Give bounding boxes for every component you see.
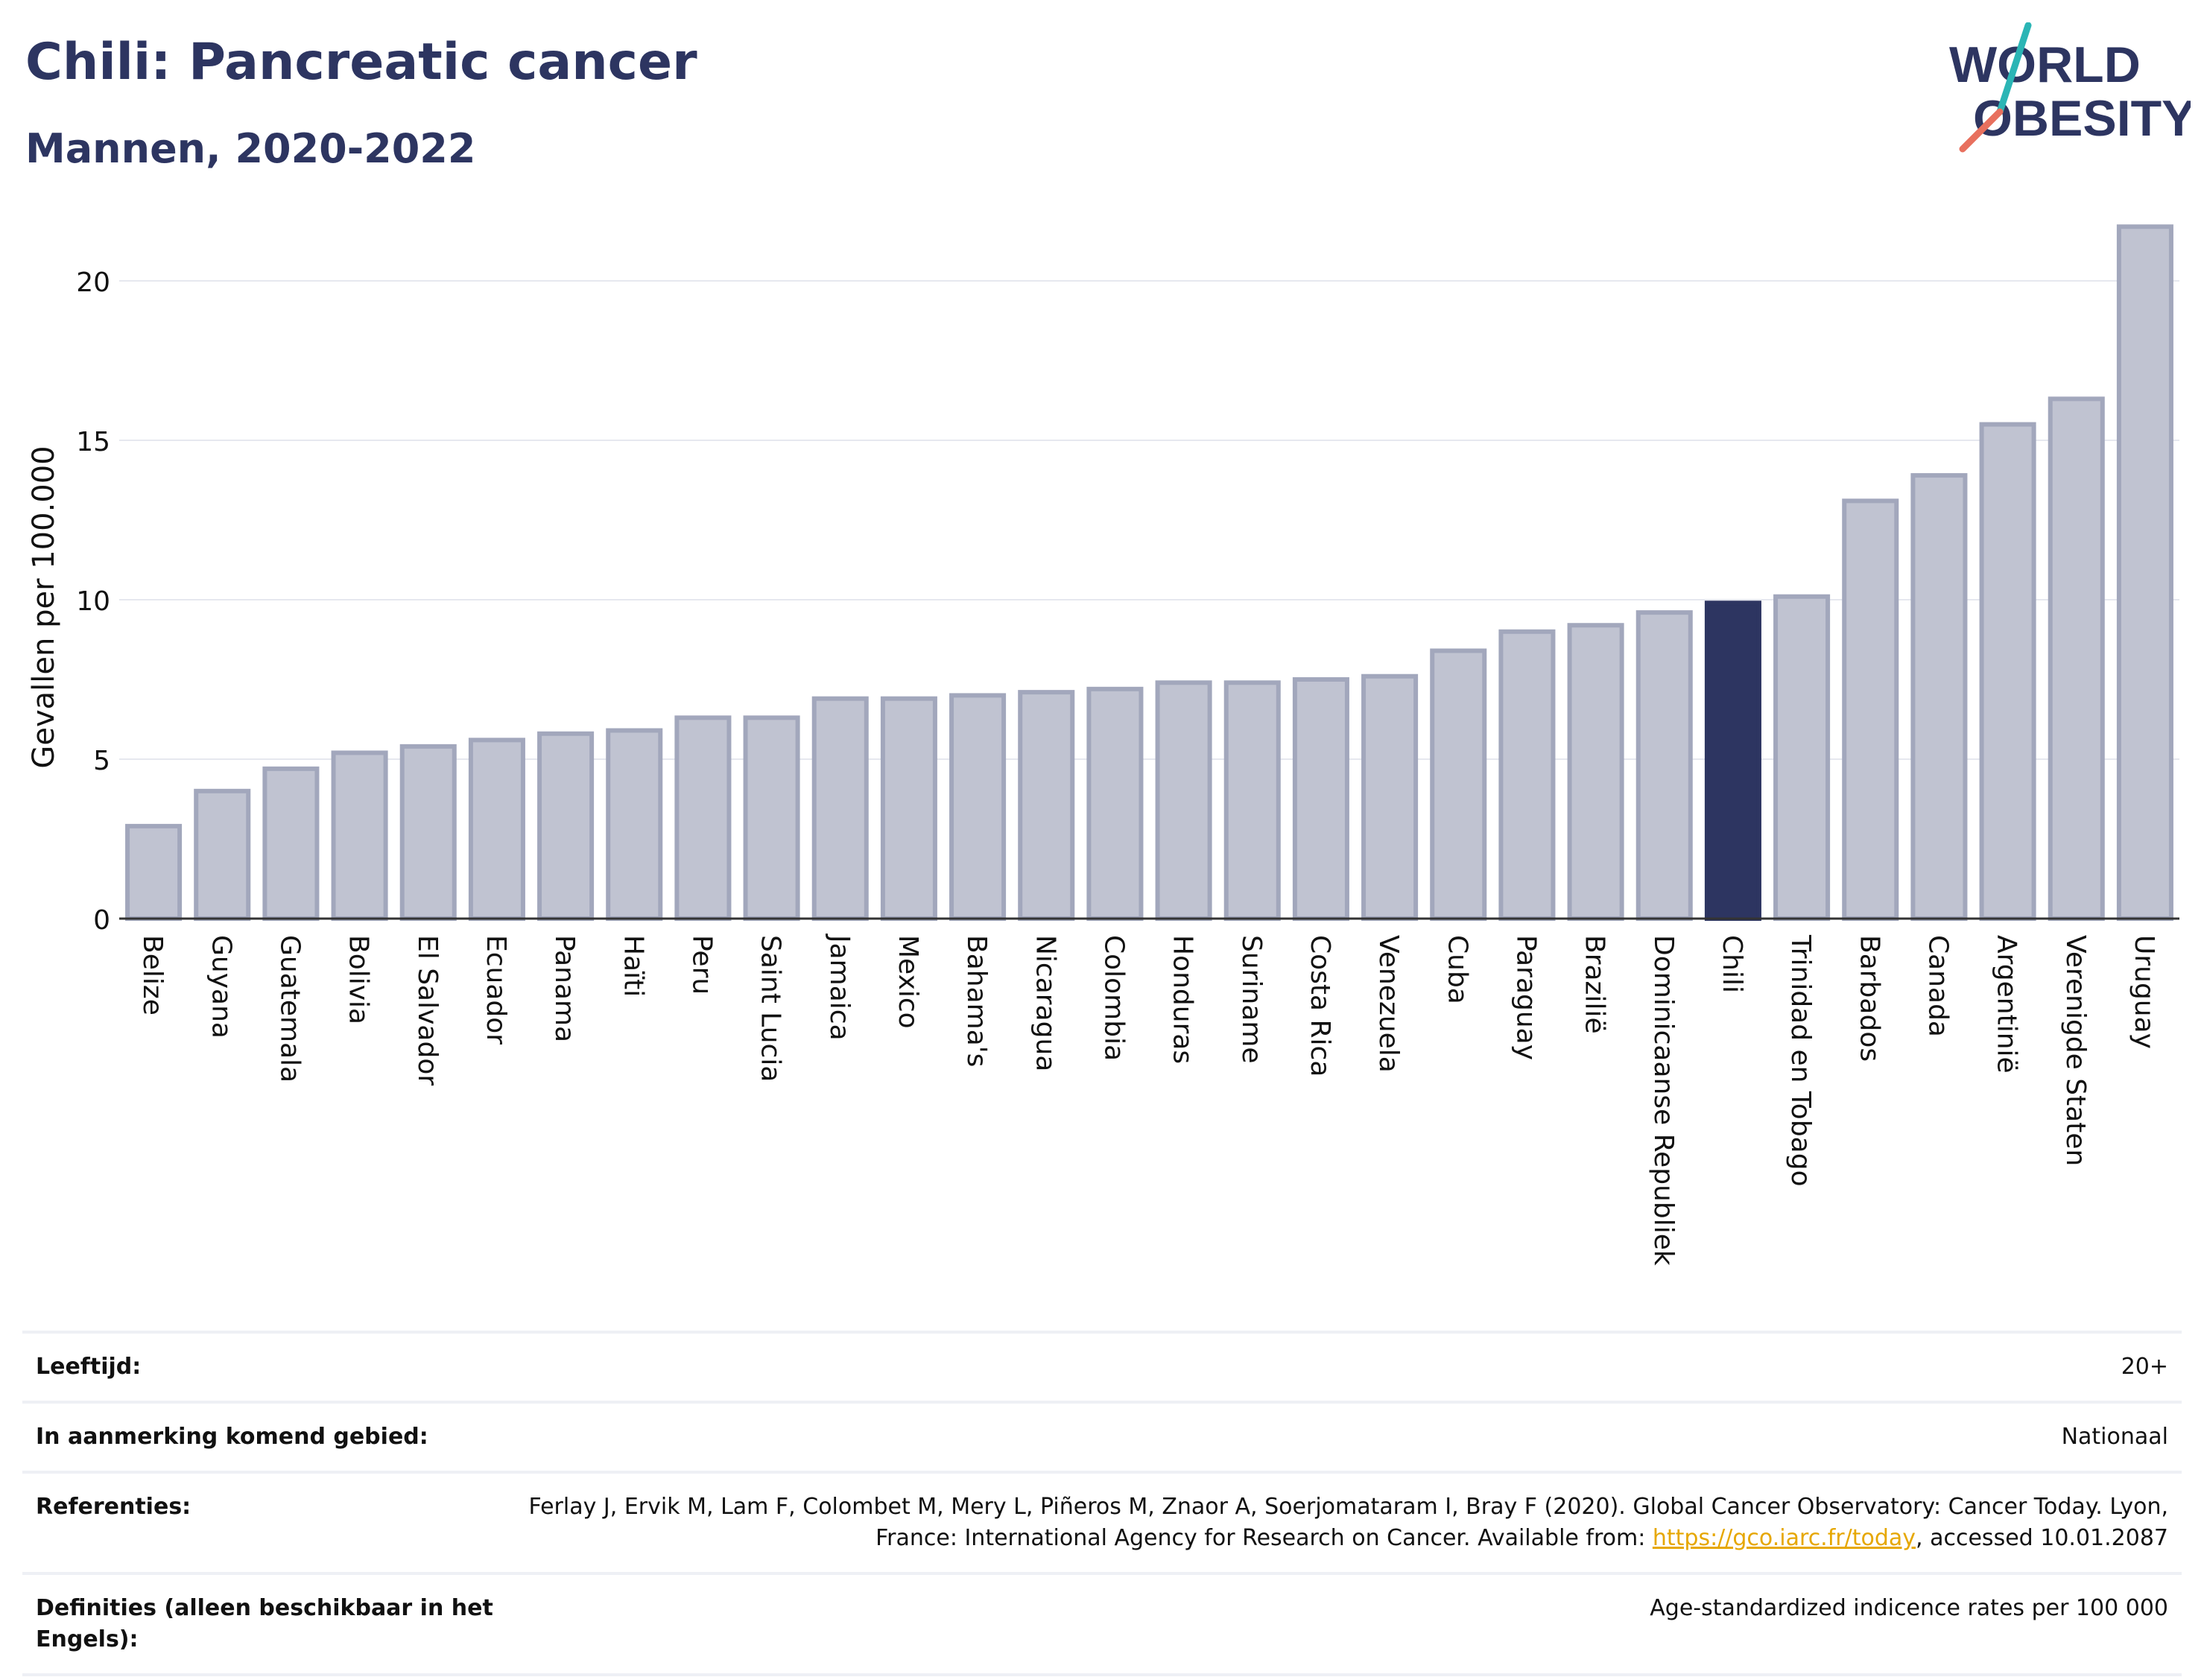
y-tick-label: 20 <box>76 267 110 298</box>
bar-chart: 0 5 10 15 20 Belize Guyana Guatemala Bolivia El … <box>27 224 2179 1266</box>
logo-slash-coral <box>1959 108 2004 153</box>
bar-guatemala <box>262 766 320 921</box>
y-tick-label: 15 <box>76 427 110 457</box>
bar-mexico <box>880 696 937 921</box>
bar-costa-rica <box>1292 677 1349 921</box>
bar-paraguay <box>1498 629 1556 921</box>
x-tick-label: Brazilië <box>1580 935 1610 1034</box>
x-tick-label: Suriname <box>1236 935 1267 1064</box>
x-tick-label: Guyana <box>206 935 236 1039</box>
age-value: 20+ <box>511 1331 2182 1402</box>
bar-venezuela <box>1361 673 1419 921</box>
references-text: Ferlay J, Ervik M, Lam F, Colombet M, Me… <box>528 1494 2168 1551</box>
x-tick-label: Paraguay <box>1510 935 1541 1060</box>
x-tick-label: Bolivia <box>343 935 374 1024</box>
bar-panama <box>537 731 595 922</box>
chart-subtitle: Mannen, 2020-2022 <box>25 125 476 172</box>
bar-bahama-s <box>949 693 1007 922</box>
x-tick-label: Saint Lucia <box>756 935 786 1082</box>
logo-text-world: WORLD <box>1949 37 2141 93</box>
references-link[interactable]: https://gco.iarc.fr/today <box>1652 1525 1916 1551</box>
bar-honduras <box>1155 680 1212 922</box>
references-label: Referenties: <box>22 1471 511 1573</box>
x-tick-label: Trinidad en Tobago <box>1785 934 1816 1187</box>
bar-ha-ti <box>606 728 663 921</box>
x-tick-label: Chili <box>1717 935 1747 993</box>
bar-uruguay <box>2116 224 2173 921</box>
bar-chili <box>1704 600 1761 922</box>
x-axis-labels: Belize Guyana Guatemala Bolivia El Salvador E… <box>137 933 2159 1266</box>
bar-ecuador <box>468 738 525 921</box>
x-tick-label: Ecuador <box>481 935 511 1045</box>
logo-slash-teal <box>1996 22 2032 115</box>
x-tick-label: Argentinië <box>1992 935 2022 1074</box>
bar-suriname <box>1223 680 1281 922</box>
logo-text-obesity: OBESITY <box>1973 90 2191 147</box>
bar-trinidad-en-tobago <box>1773 594 1831 921</box>
y-axis-label: Gevallen per 100.000 <box>27 446 61 768</box>
y-tick-label: 10 <box>76 586 110 617</box>
x-tick-label: Cuba <box>1442 935 1472 1004</box>
x-tick-label: Belize <box>137 935 168 1015</box>
x-tick-label: Uruguay <box>2129 935 2159 1049</box>
x-tick-label: Verenigde Staten <box>2060 935 2091 1166</box>
area-label: In aanmerking komend gebied: <box>22 1401 511 1472</box>
references-accessed: , accessed 10.01.2087 <box>1916 1525 2168 1551</box>
y-tick-label: 0 <box>93 905 110 936</box>
chart-title: Chili: Pancreatic cancer <box>25 33 697 92</box>
bar-guyana <box>194 788 251 922</box>
bar-brazili- <box>1567 623 1624 921</box>
area-value: Nationaal <box>511 1401 2182 1472</box>
age-label: Leeftijd: <box>22 1331 511 1402</box>
x-tick-label: Honduras <box>1168 935 1198 1064</box>
x-tick-label: Peru <box>686 935 717 995</box>
bars <box>125 224 2173 922</box>
bar-saint-lucia <box>743 715 800 921</box>
bar-verenigde-staten <box>2048 396 2105 921</box>
x-tick-label: Haïti <box>618 935 648 997</box>
x-tick-label: Venezuela <box>1373 935 1404 1073</box>
info-row-references: Referenties: Ferlay J, Ervik M, Lam F, C… <box>22 1471 2182 1573</box>
definitions-label: Definities (alleen beschikbaar in het En… <box>22 1572 511 1676</box>
bar-cuba <box>1430 648 1487 921</box>
bar-colombia <box>1086 686 1144 922</box>
bar-jamaica <box>811 696 869 921</box>
y-tick-label: 5 <box>93 746 110 776</box>
bar-argentini- <box>1979 422 2036 921</box>
bar-nicaragua <box>1018 690 1075 921</box>
info-row-area: In aanmerking komend gebied: Nationaal <box>22 1401 2182 1472</box>
x-tick-label: Panama <box>549 935 580 1042</box>
x-tick-label: Mexico <box>893 935 923 1029</box>
x-tick-label: Canada <box>1922 935 1953 1037</box>
references-value: Ferlay J, Ervik M, Lam F, Colombet M, Me… <box>511 1471 2182 1573</box>
bar-belize <box>125 823 183 922</box>
x-tick-label: Costa Rica <box>1305 935 1335 1077</box>
bar-canada <box>1910 473 1968 921</box>
x-tick-label: Colombia <box>1098 935 1129 1061</box>
x-tick-label: Jamaica <box>824 933 855 1041</box>
info-table: Leeftijd: 20+ In aanmerking komend gebie… <box>22 1331 2182 1676</box>
x-tick-label: Barbados <box>1854 935 1884 1062</box>
x-tick-label: El Salvador <box>412 935 443 1085</box>
bar-dominicaanse-republiek <box>1635 610 1693 921</box>
bar-peru <box>674 715 732 921</box>
y-axis-ticks: 0 5 10 15 20 <box>76 267 110 936</box>
world-obesity-logo: WORLD OBESITY <box>1949 22 2191 153</box>
info-row-definitions: Definities (alleen beschikbaar in het En… <box>22 1572 2182 1676</box>
x-tick-label: Guatemala <box>274 935 305 1083</box>
x-tick-label: Dominicaanse Republiek <box>1648 935 1679 1266</box>
definitions-value: Age-standardized indicence rates per 100… <box>511 1572 2182 1676</box>
bar-el-salvador <box>399 744 457 921</box>
bar-barbados <box>1842 498 1899 921</box>
x-tick-label: Nicaragua <box>1030 935 1060 1071</box>
x-tick-label: Bahama's <box>961 935 992 1067</box>
info-row-age: Leeftijd: 20+ <box>22 1331 2182 1402</box>
bar-bolivia <box>331 750 388 921</box>
